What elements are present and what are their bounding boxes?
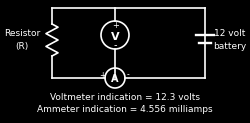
Text: Voltmeter indication = 12.3 volts: Voltmeter indication = 12.3 volts	[50, 92, 199, 101]
Text: +: +	[98, 70, 105, 79]
Text: +: +	[112, 21, 119, 30]
Text: V: V	[110, 31, 119, 41]
Text: Resistor
(R): Resistor (R)	[4, 29, 40, 51]
Text: Ammeter indication = 4.556 milliamps: Ammeter indication = 4.556 milliamps	[37, 106, 212, 115]
Text: A: A	[111, 75, 118, 85]
Text: -: -	[126, 70, 129, 79]
Text: -: -	[113, 40, 116, 50]
Text: 12 volt
battery: 12 volt battery	[212, 29, 246, 51]
